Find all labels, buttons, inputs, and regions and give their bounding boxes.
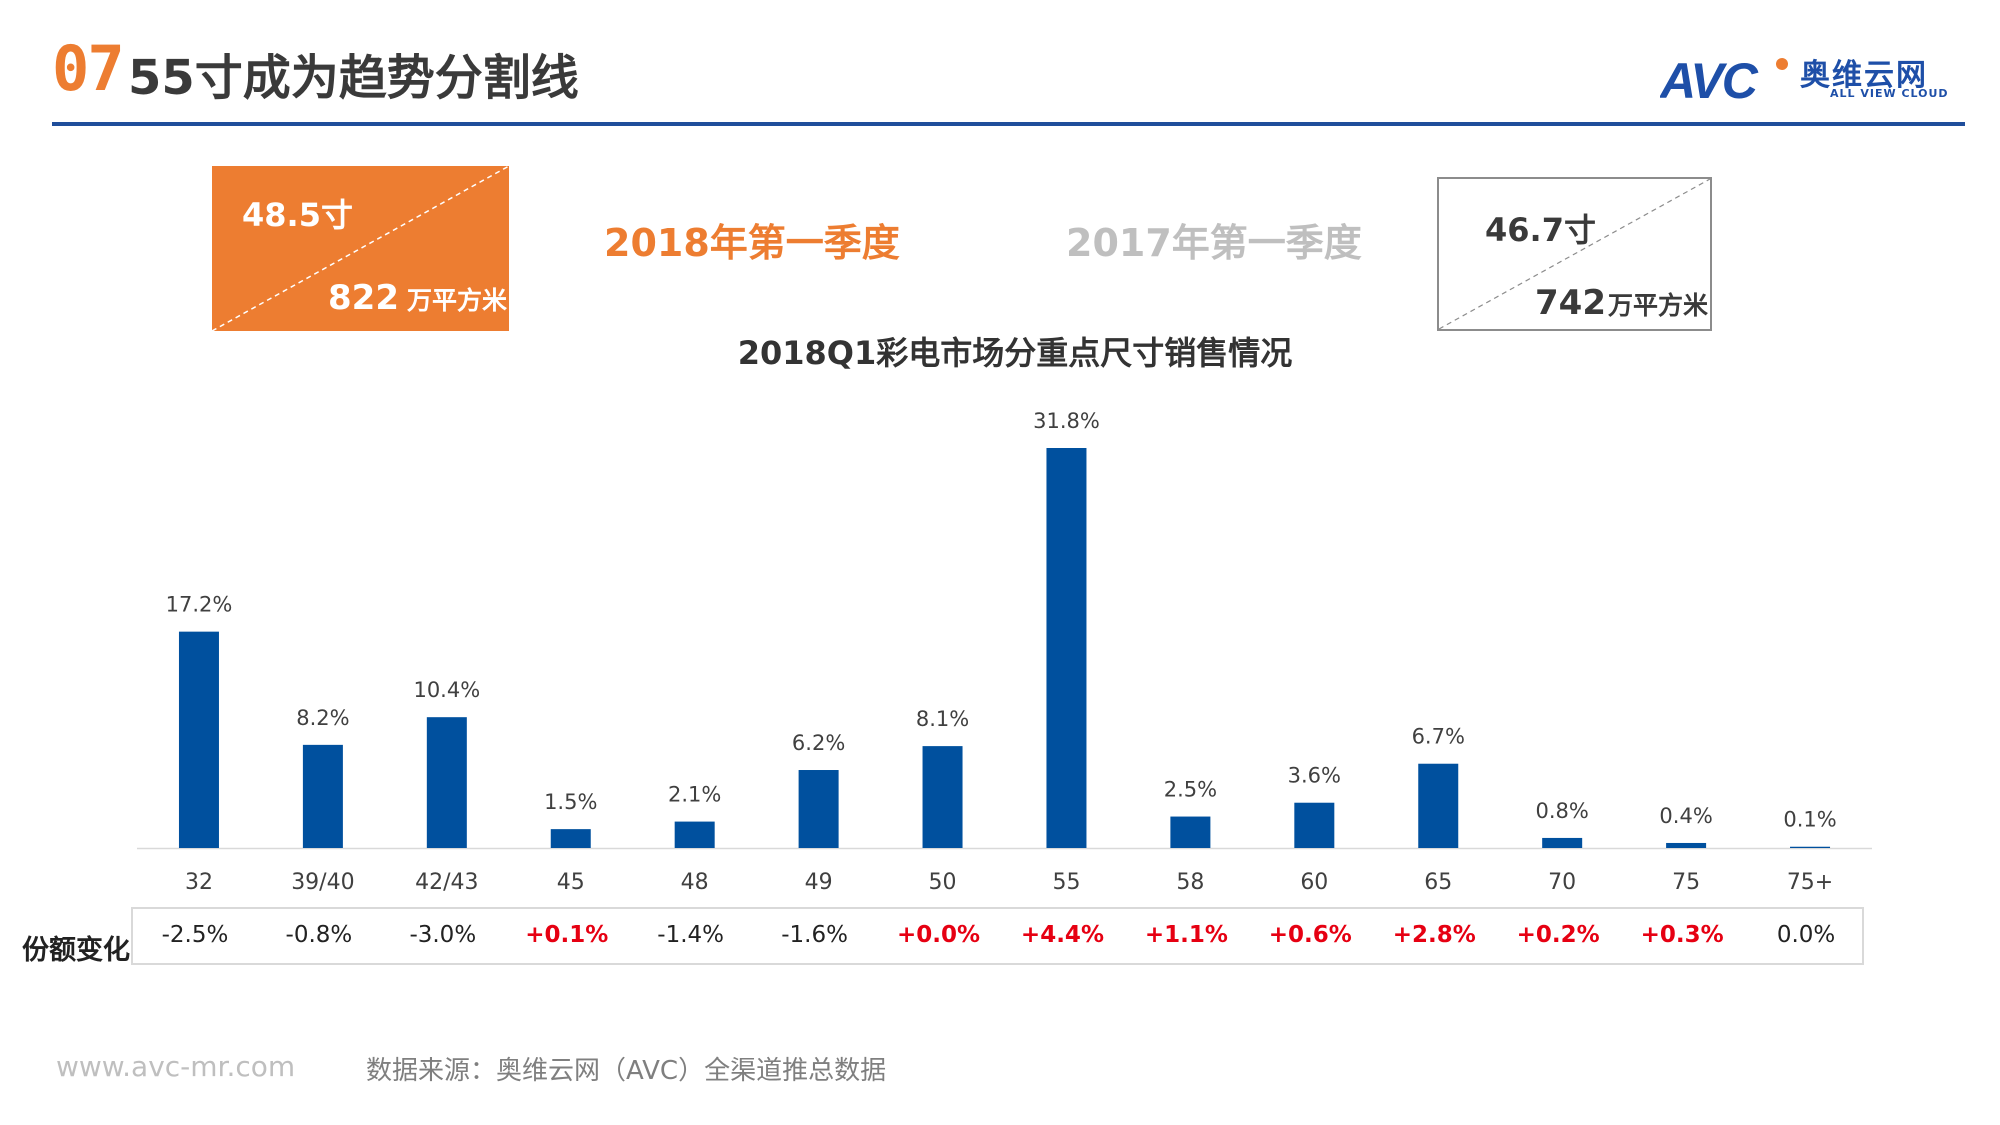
page-title: 55寸成为趋势分割线 bbox=[128, 50, 579, 106]
section-number: 07 bbox=[52, 32, 125, 105]
x-tick-label: 65 bbox=[1424, 870, 1452, 895]
share-change-table bbox=[131, 907, 1864, 965]
x-tick-label: 39/40 bbox=[291, 870, 354, 895]
logo-name-cn: 奥维云网 bbox=[1800, 58, 1928, 93]
x-tick-label: 60 bbox=[1300, 870, 1328, 895]
area-2017: 742万平方米 bbox=[1535, 283, 1708, 323]
x-tick-label: 58 bbox=[1176, 870, 1204, 895]
avg-size-2018: 48.5寸 bbox=[242, 196, 353, 234]
data-label: 2.1% bbox=[668, 783, 721, 807]
x-tick-label: 55 bbox=[1052, 870, 1080, 895]
bar-75plus bbox=[1790, 846, 1831, 848]
data-label: 0.8% bbox=[1535, 799, 1588, 823]
bar-49 bbox=[798, 770, 839, 848]
x-tick-label: 70 bbox=[1548, 870, 1576, 895]
share-change-cell: +2.8% bbox=[1392, 922, 1476, 948]
x-tick-label: 49 bbox=[805, 870, 833, 895]
period-label-2017: 2017年第一季度 bbox=[1066, 221, 1362, 265]
area-value-2018: 822 bbox=[328, 278, 399, 318]
logo-name-en: ALL VIEW CLOUD bbox=[1830, 87, 1949, 100]
x-tick-label: 42/43 bbox=[415, 870, 478, 895]
bar-65 bbox=[1418, 763, 1459, 848]
header-divider bbox=[52, 122, 1965, 126]
x-tick-label: 48 bbox=[681, 870, 709, 895]
data-label: 2.5% bbox=[1164, 778, 1217, 802]
bar-60 bbox=[1294, 802, 1335, 848]
area-unit-2017: 万平方米 bbox=[1607, 291, 1708, 320]
footer-url: www.avc-mr.com bbox=[56, 1050, 296, 1083]
x-tick-label: 50 bbox=[929, 870, 957, 895]
share-change-cell: -1.4% bbox=[657, 922, 725, 948]
bar-55 bbox=[1046, 448, 1087, 848]
data-label: 0.1% bbox=[1783, 808, 1836, 832]
share-change-cell: +0.1% bbox=[525, 922, 609, 948]
summary-box-2017: 46.7寸 742万平方米 bbox=[1437, 177, 1712, 331]
footer-source: 数据来源：奥维云网（AVC）全渠道推总数据 bbox=[366, 1056, 887, 1086]
share-change-cell: +0.2% bbox=[1516, 922, 1600, 948]
bar-48 bbox=[674, 821, 715, 848]
box-diagonal-divider bbox=[1439, 179, 1710, 329]
avc-logo-icon: AVC bbox=[1660, 53, 1788, 108]
share-change-label: 份额变化 bbox=[22, 935, 130, 966]
logo-mark: AVC bbox=[1660, 53, 1759, 108]
bar-32 bbox=[178, 631, 219, 848]
x-tick-label: 75+ bbox=[1787, 870, 1833, 895]
bar-75 bbox=[1666, 842, 1707, 848]
box-diagonal-divider bbox=[212, 166, 509, 331]
area-unit-2018: 万平方米 bbox=[406, 286, 507, 315]
data-label: 17.2% bbox=[166, 593, 233, 617]
data-label: 0.4% bbox=[1659, 804, 1712, 828]
period-label-2018: 2018年第一季度 bbox=[604, 221, 900, 265]
bar-58 bbox=[1170, 816, 1211, 848]
share-change-cell: -2.5% bbox=[161, 922, 229, 948]
data-label: 10.4% bbox=[413, 678, 480, 702]
data-label: 6.2% bbox=[792, 731, 845, 755]
logo-dot-icon bbox=[1776, 58, 1788, 70]
share-change-cell: -3.0% bbox=[409, 922, 477, 948]
share-change-cell: +0.0% bbox=[897, 922, 981, 948]
data-label: 6.7% bbox=[1412, 725, 1465, 749]
bar-39-40 bbox=[302, 744, 343, 848]
x-tick-label: 75 bbox=[1672, 870, 1700, 895]
share-change-cell: +4.4% bbox=[1020, 922, 1104, 948]
chart-title: 2018Q1彩电市场分重点尺寸销售情况 bbox=[737, 334, 1293, 372]
share-change-cell: +1.1% bbox=[1144, 922, 1228, 948]
share-change-cell: +0.6% bbox=[1268, 922, 1352, 948]
data-label: 31.8% bbox=[1033, 409, 1100, 433]
summary-box-2018: 48.5寸 822 万平方米 bbox=[212, 166, 509, 331]
data-label: 1.5% bbox=[544, 790, 597, 814]
area-2018: 822 万平方米 bbox=[328, 278, 507, 318]
bar-45 bbox=[550, 829, 591, 848]
data-label: 8.2% bbox=[296, 706, 349, 730]
bar-50 bbox=[922, 746, 963, 848]
area-value-2017: 742 bbox=[1535, 283, 1606, 323]
bar-42-43 bbox=[426, 717, 467, 848]
share-change-cell: -0.8% bbox=[285, 922, 353, 948]
bar-70 bbox=[1542, 837, 1583, 848]
data-label: 3.6% bbox=[1288, 764, 1341, 788]
share-change-cell: 0.0% bbox=[1776, 922, 1836, 948]
share-change-cell: -1.6% bbox=[781, 922, 848, 948]
avg-size-2017: 46.7寸 bbox=[1485, 211, 1596, 249]
share-change-cell: +0.3% bbox=[1640, 922, 1724, 948]
x-tick-label: 32 bbox=[185, 870, 213, 895]
data-label: 8.1% bbox=[916, 707, 969, 731]
x-tick-label: 45 bbox=[557, 870, 585, 895]
